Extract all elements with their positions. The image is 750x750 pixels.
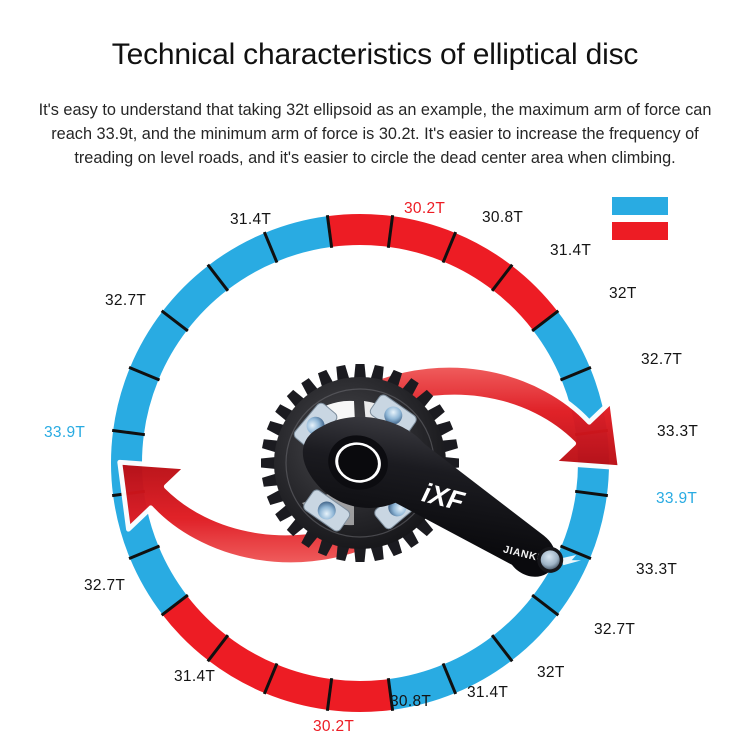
ring-label-right-b-32: 32T — [537, 664, 565, 681]
ring-tick — [574, 489, 609, 498]
intro-paragraph: It's easy to understand that taking 32t … — [38, 101, 712, 168]
ring-segment — [388, 664, 456, 710]
ring-segment — [208, 232, 277, 291]
ring-tick — [441, 662, 458, 695]
ring-label-top-l-31-4: 31.4T — [230, 211, 271, 228]
page-title: Technical characteristics of elliptical … — [111, 38, 639, 72]
ring-tick — [531, 593, 560, 617]
ring-label-right-32-7: 32.7T — [641, 351, 682, 368]
ring-segment — [129, 311, 188, 380]
ring-tick — [559, 544, 592, 561]
ring-tick — [128, 365, 161, 382]
ring-label-bot-l-31-4: 31.4T — [174, 668, 215, 685]
ring-label-bot-30-2: 30.2T — [313, 718, 354, 735]
ring-tick — [160, 593, 189, 617]
ring-label-bot-r-31-4: 31.4T — [467, 684, 508, 701]
ring-tick — [111, 428, 146, 437]
ring-segment — [327, 679, 393, 712]
ring-tick — [490, 263, 514, 292]
ring-tick — [206, 263, 230, 292]
min-force-swatch — [611, 221, 669, 241]
ring-tick — [490, 634, 514, 663]
legend — [611, 196, 671, 241]
ring-tick — [325, 677, 334, 712]
ring-segment — [492, 265, 558, 331]
ring-segment — [113, 367, 159, 435]
ring-tick — [262, 662, 279, 695]
ring-segment — [162, 265, 228, 331]
ring-label-bot-l-32-7: 32.7T — [84, 577, 125, 594]
ring-segment — [208, 635, 277, 694]
ring-segment — [492, 595, 558, 661]
ring-label-top-r-31-4: 31.4T — [550, 242, 591, 259]
ring-segment — [327, 214, 393, 247]
ring-tick — [325, 214, 334, 249]
ring-tick — [559, 365, 592, 382]
ring-segment — [129, 546, 188, 615]
ring-tick — [128, 544, 161, 561]
ring-tick — [441, 231, 458, 264]
ring-tick — [386, 677, 395, 712]
ring-tick — [386, 214, 395, 249]
ring-segment — [532, 311, 591, 380]
ring-tick — [262, 231, 279, 264]
ring-segment — [162, 595, 228, 661]
ring-label-right-b-32-7: 32.7T — [594, 621, 635, 638]
ring-label-right-32: 32T — [609, 285, 637, 302]
ring-segment — [561, 491, 607, 559]
ring-tick — [160, 309, 189, 333]
tooth-count-ring: 30.2T 30.8T 31.4T 32T 32.7T 33.3T 33.9T 33.3T 32… — [44, 200, 698, 735]
ring-tick-marks — [111, 214, 609, 712]
ring-label-left-33-9: 33.9T — [44, 424, 85, 441]
ring-label-bot-30-8: 30.8T — [390, 693, 431, 710]
ring-segment — [443, 232, 512, 291]
ring-label-right-33-9: 33.9T — [656, 490, 697, 507]
ring-tick — [206, 634, 230, 663]
ring-segment — [388, 216, 456, 262]
ring-labels: 30.2T 30.8T 31.4T 32T 32.7T 33.3T 33.9T 33.3T 32… — [44, 200, 698, 735]
ring-label-top-r-30-8: 30.8T — [482, 209, 523, 226]
ring-segment — [264, 664, 332, 710]
ring-label-top-30-2: 30.2T — [404, 200, 445, 217]
ring-tick — [531, 309, 560, 333]
ring-label-left-32-7: 32.7T — [105, 292, 146, 309]
ring-label-right-33-3: 33.3T — [657, 423, 698, 440]
max-force-swatch — [611, 196, 669, 216]
ring-segments — [111, 214, 609, 712]
rotation-arrow-bottom — [117, 459, 452, 568]
ring-segment — [443, 635, 512, 694]
ring-label-right-b-33-3: 33.3T — [636, 561, 677, 578]
elliptical-disc-diagram: 30.2T 30.8T 31.4T 32T 32.7T 33.3T 33.9T 33.3T 32… — [0, 150, 750, 750]
ring-segment — [264, 216, 332, 262]
